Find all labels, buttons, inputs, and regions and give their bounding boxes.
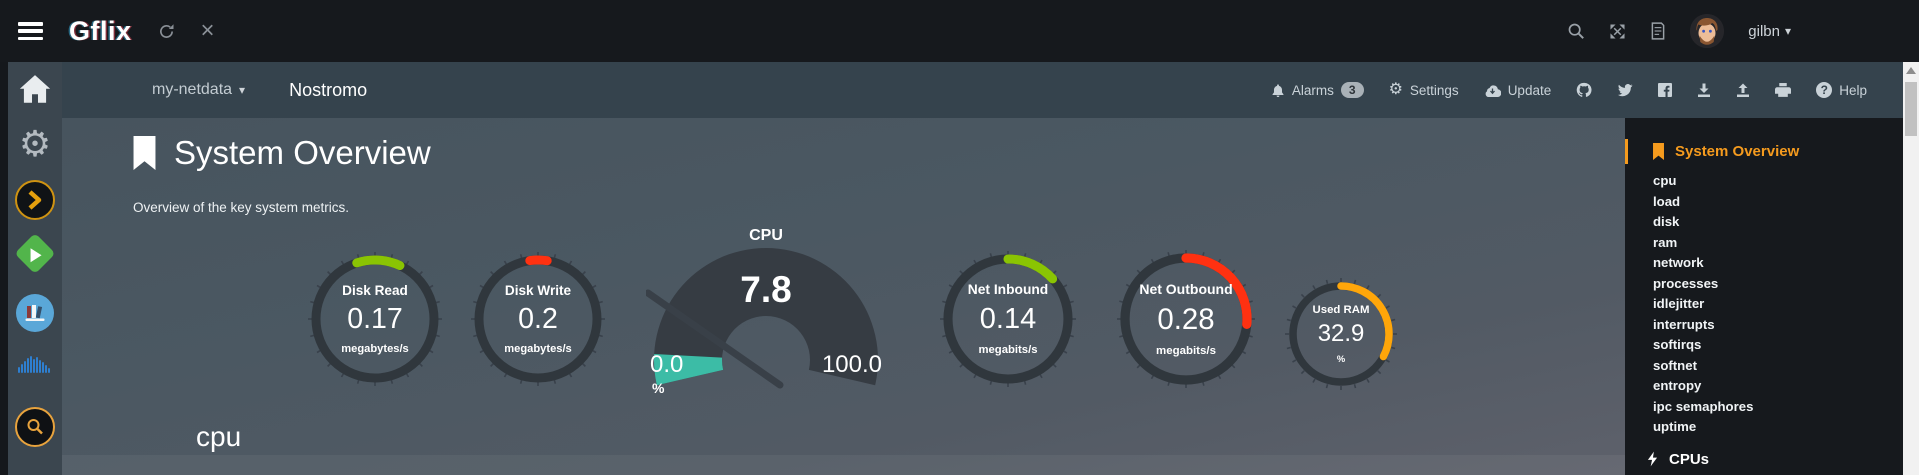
page-title: System Overview xyxy=(174,134,431,171)
gauge-label: CPU xyxy=(749,227,783,244)
subsection-heading: cpu xyxy=(196,421,242,452)
app-rail: ⚙ xyxy=(0,62,62,475)
home-icon[interactable] xyxy=(19,75,51,105)
emby-icon[interactable] xyxy=(14,232,56,275)
gauge-net-inbound[interactable]: Net Inbound 0.14 megabits/s xyxy=(939,250,1077,388)
library-icon[interactable] xyxy=(16,294,54,332)
gauge-used-ram[interactable]: Used RAM 32.9% xyxy=(1284,277,1398,391)
scrollbar[interactable] xyxy=(1903,62,1919,475)
background-band xyxy=(62,455,1625,475)
upload-icon[interactable] xyxy=(1736,83,1750,98)
menu-item-interrupts[interactable]: interrupts xyxy=(1653,316,1715,332)
menu-item-ram[interactable]: ram xyxy=(1653,234,1678,250)
section-menu: System Overview cpu load disk ram network pro… xyxy=(1625,139,1903,468)
gauge-cpu[interactable]: CPU 7.8 0.0 100.0% xyxy=(644,225,886,405)
cloud-download-icon xyxy=(1485,84,1501,97)
menu-section-cpus[interactable]: CPUs xyxy=(1647,451,1903,468)
soundwave-icon[interactable] xyxy=(16,353,54,377)
bookmark-icon xyxy=(1653,143,1664,160)
gear-icon: ⚙ xyxy=(1388,81,1403,98)
search-icon[interactable] xyxy=(1567,22,1585,40)
menu-item-processes[interactable]: processes xyxy=(1653,275,1719,291)
username: gilbn xyxy=(1748,22,1780,40)
menu-item-softirqs[interactable]: softirqs xyxy=(1653,337,1702,352)
page-subtitle: Overview of the key system metrics. xyxy=(133,200,350,215)
gauge-value: 7.8 xyxy=(740,269,792,310)
avatar[interactable] xyxy=(1690,14,1725,48)
fullscreen-icon[interactable] xyxy=(1609,23,1626,40)
menu-item-load[interactable]: load xyxy=(1653,193,1681,209)
gear-icon[interactable]: ⚙ xyxy=(18,123,52,164)
gauge-disk-read[interactable]: Disk Read 0.17 megabytes/s xyxy=(307,251,443,387)
alarms-button[interactable]: Alarms 3 xyxy=(1271,82,1364,98)
twitter-icon[interactable] xyxy=(1617,83,1633,97)
gauge-units: % xyxy=(652,380,665,396)
hamburger-menu-icon[interactable] xyxy=(18,22,43,40)
gauge-min: 0.0 xyxy=(650,351,684,378)
plex-icon[interactable] xyxy=(15,180,55,220)
print-icon[interactable] xyxy=(1775,82,1792,98)
menu-item-system-overview[interactable]: System Overview xyxy=(1625,139,1903,164)
menu-item-uptime[interactable]: uptime xyxy=(1653,419,1697,434)
menu-item-idlejitter[interactable]: idlejitter xyxy=(1653,296,1705,311)
menu-item-softnet[interactable]: softnet xyxy=(1653,357,1697,373)
chevron-down-icon: ▾ xyxy=(1784,24,1791,38)
refresh-icon[interactable] xyxy=(158,23,175,40)
update-button[interactable]: Update xyxy=(1484,83,1551,98)
help-button[interactable]: ? Help xyxy=(1816,82,1867,98)
menu-item-disk[interactable]: disk xyxy=(1653,214,1680,229)
gauge-net-outbound[interactable]: Net Outbound 0.28 megabits/s xyxy=(1116,249,1256,389)
main-content: System Overview Overview of the key syst… xyxy=(62,118,1625,475)
news-icon[interactable] xyxy=(1650,22,1666,40)
bookmark-icon xyxy=(133,136,156,170)
gauge-disk-write[interactable]: Disk Write 0.2 megabytes/s xyxy=(470,251,606,387)
settings-button[interactable]: ⚙ Settings xyxy=(1388,81,1459,98)
gauge-max: 100.0 xyxy=(821,351,882,378)
scrollbar-thumb[interactable] xyxy=(1905,82,1917,136)
scrollbar-up-arrow[interactable] xyxy=(1906,67,1916,74)
search-service-icon[interactable] xyxy=(15,407,55,447)
close-icon[interactable]: × xyxy=(200,17,215,44)
navbar: my-netdata ▾ Nostromo Alarms 3 ⚙ Setting… xyxy=(62,62,1919,118)
download-icon[interactable] xyxy=(1697,83,1711,98)
chevron-down-icon: ▾ xyxy=(239,83,246,97)
menu-item-cpu[interactable]: cpu xyxy=(1653,173,1677,188)
titlebar: Gflix × gilbn ▾ xyxy=(0,0,1919,62)
bolt-icon xyxy=(1647,451,1658,467)
hostname-label: Nostromo xyxy=(289,79,368,100)
server-selector-dropdown[interactable]: my-netdata ▾ xyxy=(152,81,246,98)
question-icon: ? xyxy=(1816,82,1833,98)
menu-item-network[interactable]: network xyxy=(1653,255,1704,270)
facebook-icon[interactable] xyxy=(1658,83,1673,97)
alarms-badge: 3 xyxy=(1340,82,1364,98)
github-icon[interactable] xyxy=(1576,82,1592,98)
gauge-needle xyxy=(644,289,784,389)
user-menu[interactable]: gilbn ▾ xyxy=(1748,23,1791,40)
bell-icon xyxy=(1272,83,1284,97)
brand-logo[interactable]: Gflix xyxy=(69,15,132,46)
menu-item-entropy[interactable]: entropy xyxy=(1653,378,1702,393)
menu-item-ipc-semaphores[interactable]: ipc semaphores xyxy=(1653,398,1754,414)
